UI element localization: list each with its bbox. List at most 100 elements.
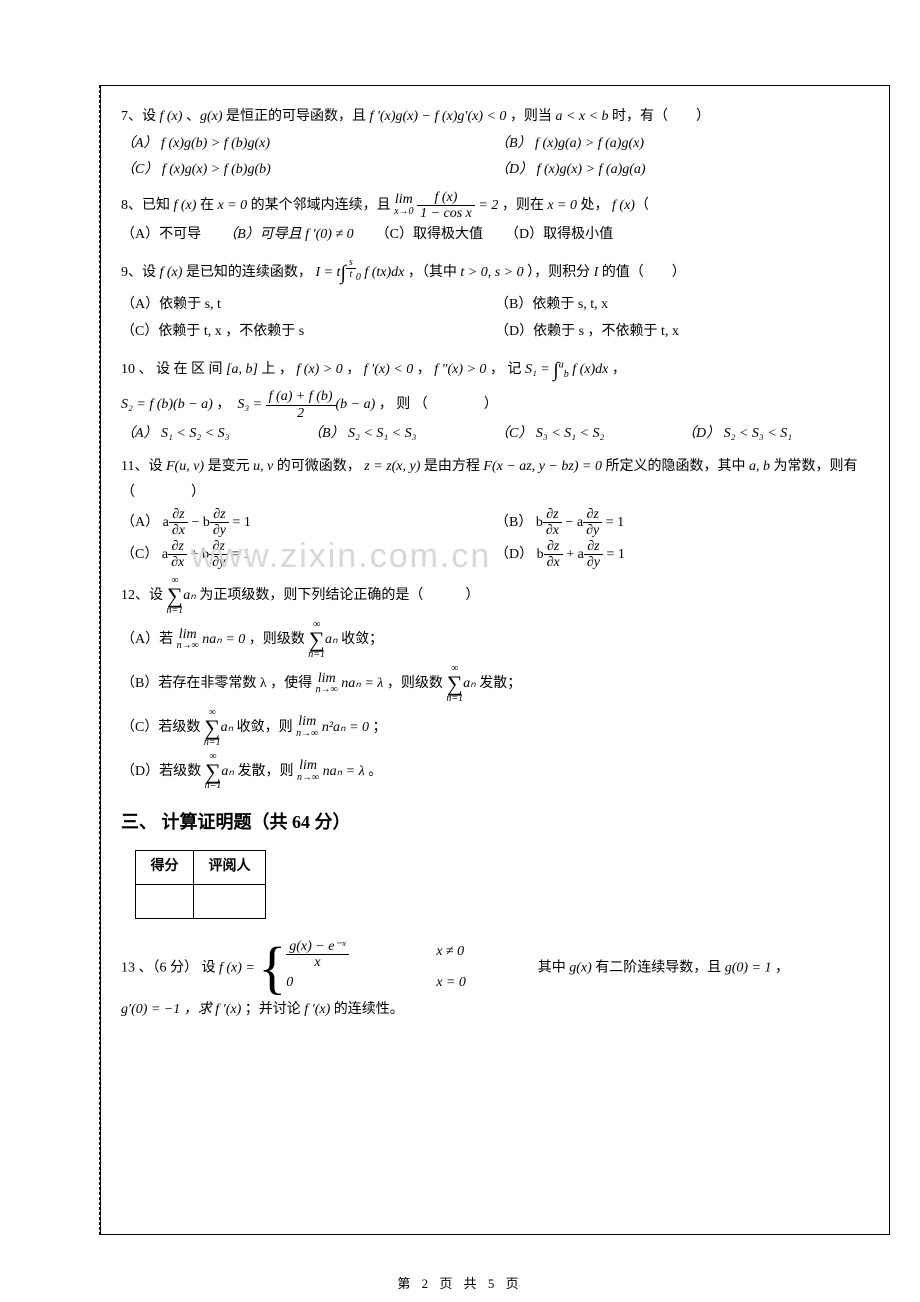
q11-F: F(u, v): [166, 459, 204, 474]
q9-integrand: f (tx)dx: [364, 265, 404, 280]
q10-s3-frac: f (a) + f (b)2: [266, 389, 336, 421]
question-11: 11、设 F(u, v) 是变元 u, v 的可微函数， z = z(x, y)…: [121, 454, 869, 571]
q8-t2: 在: [196, 198, 217, 213]
q11-t4: 是由方程: [420, 459, 483, 474]
q9-t1: 9、设: [121, 265, 160, 280]
q9-opt-a: （A）依赖于 s, t: [121, 292, 495, 319]
q9-t3: ，（其中: [408, 265, 461, 280]
q9-cond: t > 0, s > 0: [460, 265, 523, 280]
q7-fx: f (x): [160, 109, 183, 124]
q8-x0b: x = 0: [547, 198, 577, 213]
q12-t2: 为正项级数，则下列结论正确的是（ ）: [199, 589, 479, 604]
q11-eqn: F(x − az, y − bz) = 0: [483, 459, 602, 474]
q12-opt-a: （A）若 limn→∞ naₙ = 0 ，则级数 ∞∑n=1aₙ 收敛；: [121, 620, 869, 660]
q8-fx2: f (x): [612, 198, 635, 213]
question-10: 10 、 设 在 区 间 [a, b] 上 ， f (x) > 0 ， f ′(…: [121, 351, 869, 447]
q10-opt-a: （A） S₁ < S₂ < S₃: [121, 421, 308, 448]
q10-t2: 上 ，: [258, 363, 297, 378]
q10-t4: ，: [413, 363, 434, 378]
q7-opt-d: （D） f (x)g(x) > f (a)g(a): [495, 157, 869, 184]
q9-t2: 是已知的连续函数，: [182, 265, 312, 280]
q9-opt-b: （B）依赖于 s, t, x: [495, 292, 869, 319]
q13-t1: 13 、（6 分） 设: [121, 960, 219, 975]
q10-s2: S₂ = f (b)(b − a): [121, 397, 213, 412]
q10-s1-low: b: [564, 369, 569, 380]
q8-eq: = 2: [478, 198, 498, 213]
q13-fx: f (x) =: [219, 960, 258, 975]
q7-options: （A） f (x)g(b) > f (b)g(x) （B） f (x)g(a) …: [121, 131, 869, 184]
q10-opt-d: （D） S₂ < S₃ < S₁: [682, 421, 869, 448]
q10-t5: ， 记: [486, 363, 525, 378]
q10-s1-intg: f (x)dx: [572, 363, 608, 378]
question-9: 9、设 f (x) 是已知的连续函数， I = t∫st0 f (tx)dx ，…: [121, 254, 869, 345]
q8-opt-c: （C）取得极大值: [376, 222, 493, 249]
question-13: 13 、（6 分） 设 f (x) = { g(x) − e⁻ˣxx ≠ 0 0…: [121, 939, 869, 1024]
q8-opt-b: （B）可导且 f ′(0) ≠ 0: [223, 222, 364, 249]
score-header-score: 得分: [136, 850, 194, 884]
q11-uv: u, v: [253, 459, 273, 474]
q8-opt-a: （A）不可导: [121, 222, 211, 249]
question-12: 12、设 ∞∑n=1aₙ 为正项级数，则下列结论正确的是（ ） （A）若 lim…: [121, 576, 869, 791]
q7-text: 7、设: [121, 109, 160, 124]
q8-options: （A）不可导 （B）可导且 f ′(0) ≠ 0 （C）取得极大值 （D）取得极…: [121, 222, 869, 249]
q13-g0: g(0) = 1: [725, 960, 772, 975]
q8-t6: （: [635, 198, 649, 213]
reviewer-cell: [194, 884, 266, 918]
q12-t1: 12、设: [121, 589, 167, 604]
q10-options: （A） S₁ < S₂ < S₃ （B） S₂ < S₁ < S₃ （C） S₃…: [121, 421, 869, 448]
q13-t4: ，: [772, 960, 790, 975]
q10-ab: [a, b]: [226, 363, 258, 378]
content-frame: www.zixin.com.cn 7、设 f (x) 、g(x) 是恒正的可导函…: [100, 85, 890, 1235]
q10-c1: f (x) > 0: [296, 363, 342, 378]
score-cell: [136, 884, 194, 918]
sigma-icon: ∞∑n=1: [167, 576, 184, 616]
q8-t4: ，则在: [498, 198, 547, 213]
q11-ab: a, b: [749, 459, 770, 474]
q7-opt-a: （A） f (x)g(b) > f (b)g(x): [121, 131, 495, 158]
q9-I: I = t: [315, 265, 340, 280]
score-header-reviewer: 评阅人: [194, 850, 266, 884]
question-8: 8、已知 f (x) 在 x = 0 的某个邻域内连续，且 limx→0 f (…: [121, 190, 869, 248]
q7-opt-c: （C） f (x)g(x) > f (b)g(b): [121, 157, 495, 184]
q9-fx: f (x): [160, 265, 183, 280]
q11-opt-d: （D） b∂z∂x + a∂z∂y = 1: [495, 539, 869, 571]
q11-t5: 所定义的隐函数，其中: [602, 459, 749, 474]
q8-t3: 的某个邻域内连续，且: [247, 198, 394, 213]
q10-then: ， 则 （ ）: [375, 397, 498, 412]
q8-t1: 8、已知: [121, 198, 174, 213]
q13-l2b: ；并讨论: [241, 1002, 304, 1017]
q13-l2c: 的连续性。: [330, 1002, 404, 1017]
q8-x0: x = 0: [217, 198, 247, 213]
q7-range: a < x < b: [555, 109, 608, 124]
q12-opt-b: （B）若存在非零常数 λ ，使得 limn→∞ naₙ = λ ，则级数 ∞∑n…: [121, 664, 869, 704]
q13-fpx: f ′(x): [215, 1002, 241, 1017]
q13-l2a: g′(0) = −1 ，求: [121, 1002, 215, 1017]
q11-t3: 的可微函数，: [273, 459, 364, 474]
q11-z: z = z(x, y): [364, 459, 420, 474]
q9-opt-d: （D）依赖于 s ，不依赖于 t, x: [495, 319, 869, 346]
q11-t1: 11、设: [121, 459, 166, 474]
q7-t5: 时，有（ ）: [609, 109, 711, 124]
q10-s3b: (b − a): [336, 397, 376, 412]
q13-fpx2: f ′(x): [304, 1002, 330, 1017]
q9-int-up: st: [346, 263, 356, 274]
q13-gx: g(x): [569, 960, 592, 975]
q13-piecewise: { g(x) − e⁻ˣxx ≠ 0 0x = 0: [258, 939, 506, 997]
q13-t3: 有二阶连续导数，且: [592, 960, 725, 975]
brace-icon: {: [258, 942, 286, 994]
q10-c2: f ′(x) < 0: [364, 363, 413, 378]
q10-t6: ，: [608, 363, 626, 378]
q9-t4: ），则积分: [524, 265, 594, 280]
q11-options: （A） a∂z∂x − b∂z∂y = 1 （B） b∂z∂x − a∂z∂y …: [121, 507, 869, 571]
page-footer: 第 2 页 共 5 页: [0, 1273, 920, 1292]
q7-t3: 是恒正的可导函数，且: [222, 109, 369, 124]
q10-s1: S₁ =: [525, 363, 553, 378]
q10-opt-b: （B） S₂ < S₁ < S₃: [308, 421, 495, 448]
q9-t5: 的值（ ）: [598, 265, 686, 280]
q7-cond: f ′(x)g(x) − f (x)g′(x) < 0: [369, 109, 506, 124]
question-7: 7、设 f (x) 、g(x) 是恒正的可导函数，且 f ′(x)g(x) − …: [121, 104, 869, 184]
q11-opt-a: （A） a∂z∂x − b∂z∂y = 1: [121, 507, 495, 539]
section-3-title: 三、 计算证明题（共 64 分）: [121, 805, 869, 839]
q10-s3a: S₃ =: [237, 397, 265, 412]
q8-lim: limx→0: [394, 194, 413, 217]
